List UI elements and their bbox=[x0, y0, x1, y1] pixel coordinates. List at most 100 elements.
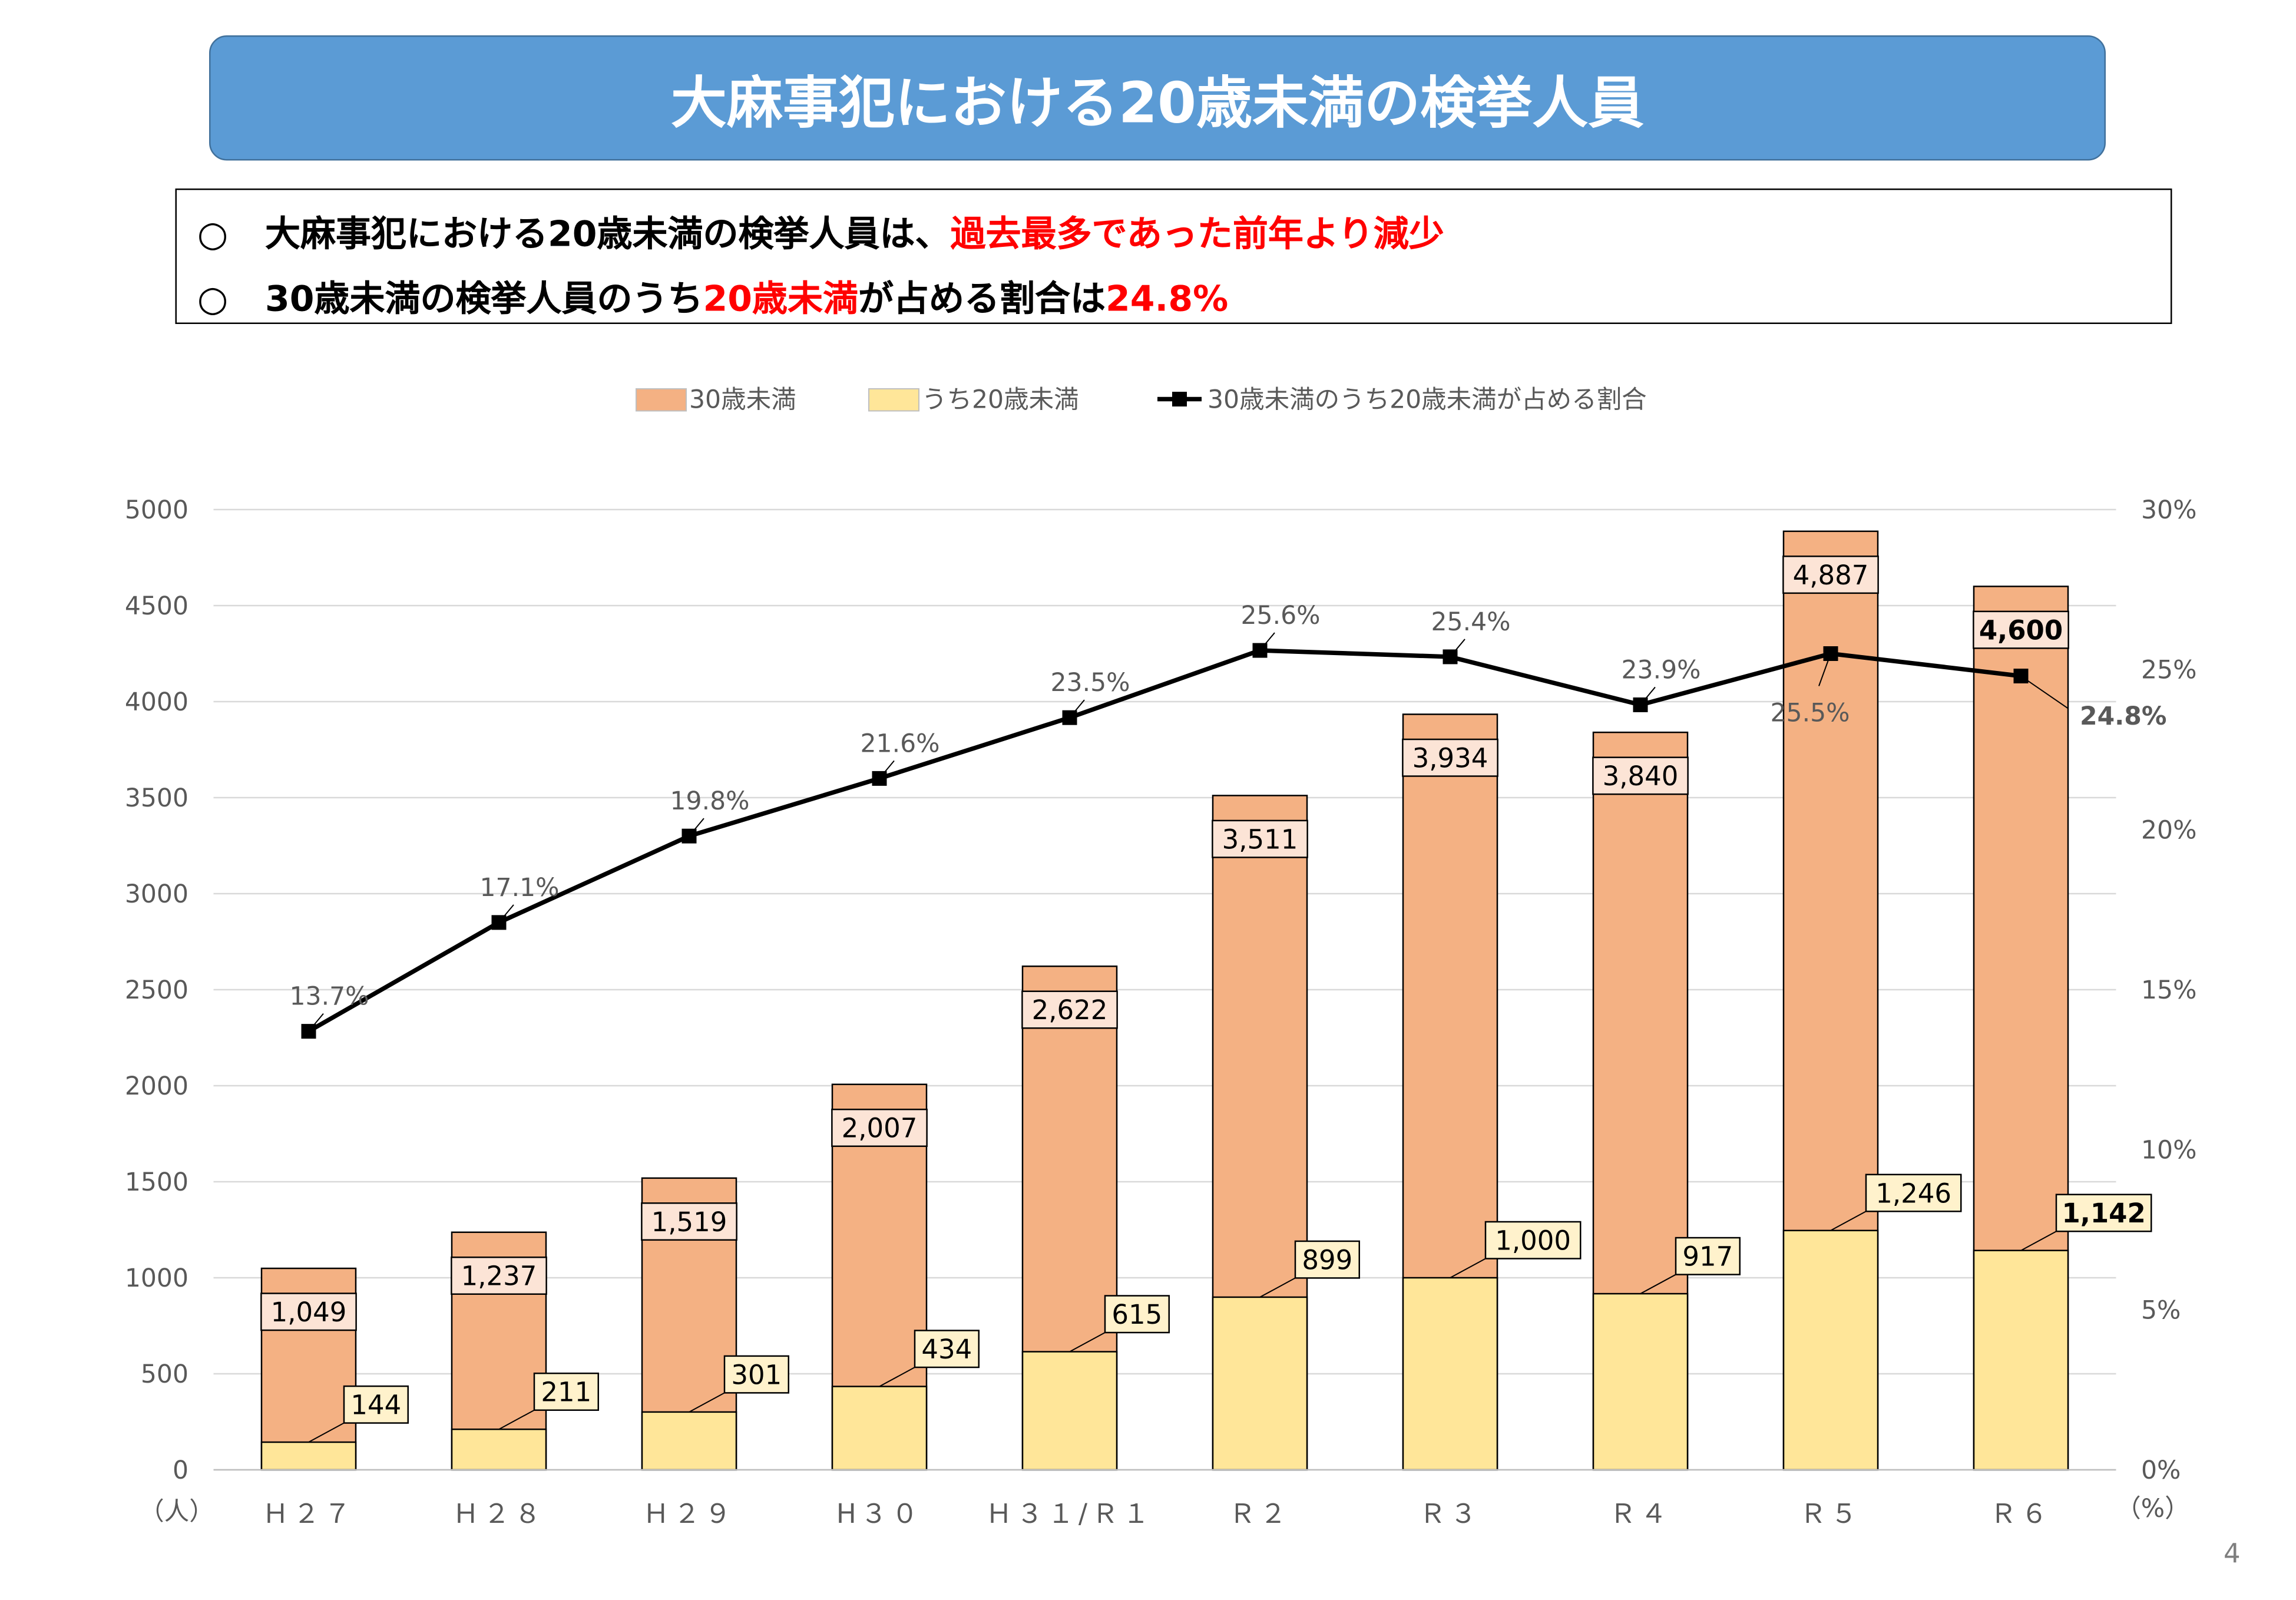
x-tick-label: Ｒ３ bbox=[1419, 1498, 1481, 1529]
summary-box: ○ 大麻事犯における20歳未満の検挙人員は、過去最多であった前年より減少 ○ 30歳… bbox=[175, 189, 2172, 324]
ratio-label: 25.4% bbox=[1431, 608, 1510, 637]
legend-label: 30歳未満のうち20歳未満が占める割合 bbox=[1207, 386, 1647, 415]
bar-under20 bbox=[1212, 1296, 1308, 1471]
ratio-marker bbox=[1823, 646, 1838, 661]
y-tick-label: 500 bbox=[141, 1360, 188, 1389]
callout-line bbox=[498, 1409, 535, 1430]
y-tick-label: 4000 bbox=[125, 688, 188, 717]
value-label-box bbox=[1021, 990, 1118, 1029]
bullet-circle: ○ bbox=[197, 278, 229, 320]
ratio-label: 25.6% bbox=[1240, 601, 1320, 630]
callout-line bbox=[1450, 1258, 1486, 1278]
summary-text: 大麻事犯における20歳未満の検挙人員は、 bbox=[265, 213, 951, 255]
value-label-under30: 4,887 bbox=[1793, 560, 1869, 591]
value-label-under30: 4,600 bbox=[1979, 614, 2063, 646]
value-label-under30: 2,622 bbox=[1032, 994, 1108, 1026]
value-label-box bbox=[1973, 610, 2069, 649]
summary-highlight: 20歳未満 bbox=[703, 278, 859, 320]
legend-label: 30歳未満 bbox=[689, 386, 796, 415]
bar-under20 bbox=[1782, 1229, 1879, 1471]
y2-tick-label: 5% bbox=[2141, 1296, 2181, 1325]
summary-highlight: 過去最多であった前年より減少 bbox=[950, 213, 1444, 255]
callout-line bbox=[1830, 1211, 1867, 1231]
callout-line bbox=[308, 1422, 345, 1443]
callout-line bbox=[1069, 1332, 1106, 1353]
value-label-box bbox=[1782, 556, 1879, 594]
summary-line-1: ○ 大麻事犯における20歳未満の検挙人員は、過去最多であった前年より減少 bbox=[197, 205, 1444, 257]
value-label-box bbox=[1104, 1295, 1170, 1334]
x-tick-label: Ｈ３１/Ｒ１ bbox=[985, 1498, 1153, 1529]
callout-line bbox=[879, 760, 895, 779]
y-axis-unit: （人） bbox=[139, 1497, 214, 1526]
y-tick-label: 0 bbox=[173, 1456, 188, 1485]
value-label-box bbox=[451, 1256, 547, 1295]
callout-line bbox=[1259, 1277, 1296, 1298]
y-tick-label: 5000 bbox=[125, 496, 188, 525]
value-label-box bbox=[533, 1372, 599, 1411]
summary-line-2: ○ 30歳未満の検挙人員のうち20歳未満が占める割合は24.8% bbox=[197, 270, 1228, 322]
y-tick-label: 1000 bbox=[125, 1264, 188, 1293]
y2-tick-label: 30% bbox=[2141, 496, 2196, 525]
bar-under20 bbox=[1021, 1351, 1118, 1471]
y2-tick-label: 0% bbox=[2141, 1456, 2181, 1485]
value-label-box bbox=[914, 1330, 980, 1368]
y2-tick-label: 10% bbox=[2141, 1136, 2196, 1165]
combo-chart: 0 500 1000 1500 2000 2500 3000 3500 4000 4500 5000… bbox=[125, 386, 2197, 1529]
x-tick-label: Ｈ２７ bbox=[262, 1498, 355, 1529]
page-title: 大麻事犯における20歳未満の検挙人員 bbox=[670, 71, 1645, 135]
ratio-label: 25.5% bbox=[1770, 699, 1850, 728]
value-label-box bbox=[260, 1292, 357, 1331]
bar-under20 bbox=[641, 1411, 737, 1471]
value-label-box bbox=[1675, 1237, 1741, 1275]
legend-swatch bbox=[636, 388, 687, 412]
x-tick-label: Ｈ２９ bbox=[643, 1498, 736, 1529]
value-label-under20: 1,000 bbox=[1495, 1225, 1571, 1257]
x-tick-label: Ｈ２８ bbox=[452, 1498, 545, 1529]
value-label-under20: 1,142 bbox=[2062, 1198, 2145, 1229]
value-label-under20: 211 bbox=[541, 1377, 591, 1408]
y-tick-label: 2000 bbox=[125, 1072, 188, 1101]
ratio-label: 13.7% bbox=[289, 983, 369, 1011]
summary-text: 30歳未満の検挙人員のうち bbox=[265, 278, 703, 320]
ratio-label: 23.5% bbox=[1050, 669, 1130, 697]
ratio-label: 21.6% bbox=[860, 729, 939, 758]
summary-text: が占める割合は bbox=[858, 278, 1106, 320]
callout-line bbox=[1640, 686, 1656, 706]
y-tick-label: 3500 bbox=[125, 784, 188, 813]
value-label-under30: 1,519 bbox=[651, 1206, 727, 1238]
bar-under20 bbox=[1973, 1249, 2069, 1471]
bar-under20 bbox=[451, 1428, 547, 1471]
callout-line bbox=[1450, 639, 1465, 657]
ratio-label: 19.8% bbox=[670, 787, 749, 816]
value-label-box bbox=[831, 1108, 928, 1147]
value-label-under20: 1,246 bbox=[1875, 1178, 1951, 1209]
callout-line bbox=[308, 1013, 324, 1032]
ratio-label: 24.8% bbox=[2080, 702, 2166, 731]
bar-under20 bbox=[831, 1386, 928, 1471]
value-label-box bbox=[1484, 1221, 1582, 1259]
value-label-under20: 301 bbox=[731, 1359, 782, 1390]
value-label-under30: 1,049 bbox=[271, 1297, 347, 1328]
value-label-under20: 615 bbox=[1111, 1299, 1162, 1330]
x-tick-label: Ｒ４ bbox=[1609, 1498, 1671, 1529]
value-label-box bbox=[723, 1355, 789, 1394]
y2-tick-label: 25% bbox=[2141, 656, 2196, 685]
y-tick-label: 1500 bbox=[125, 1168, 188, 1197]
callout-line bbox=[1640, 1274, 1676, 1294]
summary-highlight: 24.8% bbox=[1106, 278, 1229, 320]
callout-line bbox=[2020, 1231, 2057, 1251]
callout-line bbox=[498, 904, 514, 923]
y2-tick-label: 15% bbox=[2141, 976, 2196, 1005]
page-number: 4 bbox=[2224, 1539, 2241, 1571]
value-label-under30: 3,511 bbox=[1222, 824, 1298, 855]
value-label-box bbox=[2055, 1194, 2152, 1232]
ratio-label: 23.9% bbox=[1621, 656, 1701, 685]
x-tick-label: Ｒ２ bbox=[1229, 1498, 1291, 1529]
value-label-box bbox=[1402, 738, 1498, 777]
callout-line bbox=[1069, 699, 1085, 718]
value-label-under30: 3,840 bbox=[1603, 761, 1679, 792]
title-banner: 大麻事犯における20歳未満の検挙人員 bbox=[209, 35, 2106, 161]
callout-line bbox=[879, 1367, 915, 1387]
callout-line bbox=[1818, 653, 1831, 686]
